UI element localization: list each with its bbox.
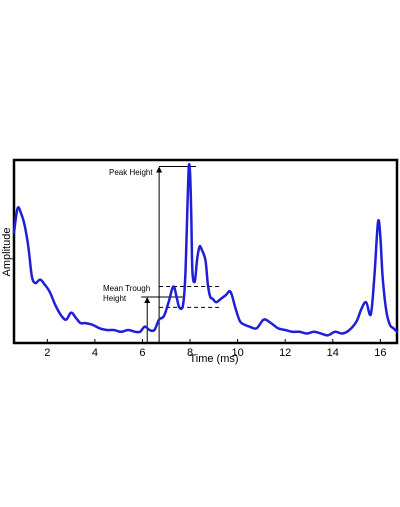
annotations [141,165,221,343]
x-axis-ticks [46,339,381,343]
mean-trough-label-line2: Height [103,294,127,303]
x-axis-tick-labels: 2 4 6 8 10 12 14 16 [44,347,386,359]
x-tick-label: 2 [44,347,50,359]
mean-trough-arrowhead [144,296,151,303]
x-tick-label: 16 [374,347,386,359]
x-tick-label: 6 [139,347,145,359]
peak-height-arrowhead [156,166,163,173]
x-tick-label: 12 [279,347,291,359]
plot-frame [12,158,399,345]
series-line [12,162,399,337]
x-tick-label: 8 [187,347,193,359]
x-tick-label: 14 [327,347,339,359]
x-tick-label: 10 [231,347,243,359]
peak-height-label: Peak Height [109,168,153,177]
x-axis-label: Time (ms) [189,353,238,365]
mean-trough-label-line1: Mean Trough [103,284,150,293]
y-axis-label: Amplitude [1,228,13,277]
x-tick-label: 4 [92,347,98,359]
